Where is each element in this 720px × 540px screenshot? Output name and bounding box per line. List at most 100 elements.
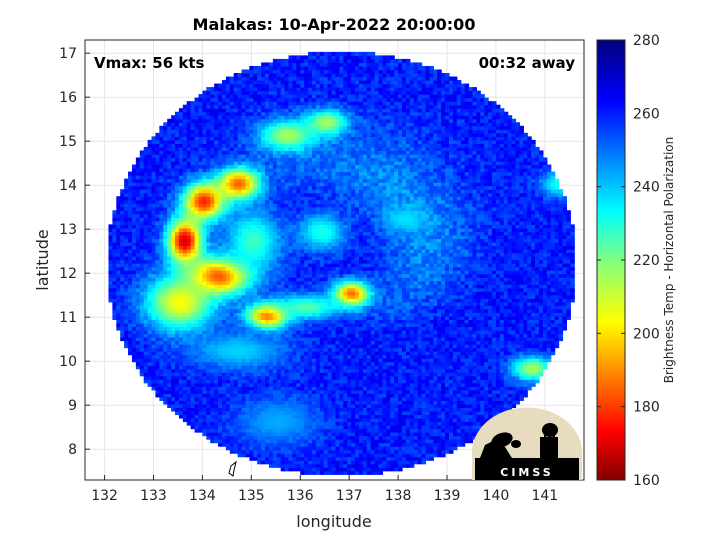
heatmap-cell <box>147 273 153 278</box>
heatmap-cell <box>151 245 157 250</box>
heatmap-cell <box>292 403 297 408</box>
heatmap-cell <box>308 206 313 211</box>
heatmap-cell <box>151 203 157 208</box>
heatmap-cell <box>308 389 313 394</box>
heatmap-cell <box>124 220 129 225</box>
heatmap-cell <box>296 396 301 401</box>
heatmap-cell <box>237 347 243 352</box>
heatmap-cell <box>139 196 145 201</box>
heatmap-cell <box>202 280 207 285</box>
heatmap-cell <box>284 372 290 377</box>
heatmap-cell <box>175 259 180 264</box>
heatmap-cell <box>210 182 215 187</box>
heatmap-cell <box>225 146 231 152</box>
heatmap-cell <box>159 132 164 137</box>
heatmap-cell <box>128 206 133 211</box>
heatmap-cell <box>261 76 266 81</box>
heatmap-cell <box>225 351 231 356</box>
heatmap-cell <box>272 263 278 268</box>
heatmap-cell <box>268 182 274 187</box>
heatmap-cell <box>233 203 239 208</box>
heatmap-cell <box>178 111 184 116</box>
heatmap-cell <box>308 365 313 370</box>
heatmap-cell <box>178 210 184 215</box>
heatmap-cell <box>288 73 294 78</box>
heatmap-cell <box>143 333 149 338</box>
heatmap-cell <box>300 368 305 373</box>
heatmap-cell <box>245 400 250 405</box>
heatmap-cell <box>241 139 247 144</box>
heatmap-cell <box>210 136 215 141</box>
heatmap-cell <box>147 354 153 359</box>
heatmap-cell <box>159 199 164 204</box>
heatmap-cell <box>131 301 137 306</box>
heatmap-cell <box>268 115 274 120</box>
heatmap-cell <box>163 146 168 152</box>
heatmap-cell <box>178 337 184 342</box>
heatmap-cell <box>151 329 157 335</box>
heatmap-cell <box>194 157 200 162</box>
heatmap-cell <box>159 340 164 345</box>
heatmap-cell <box>221 150 227 155</box>
heatmap-cell <box>229 259 235 264</box>
heatmap-cell <box>265 284 270 289</box>
heatmap-cell <box>214 161 219 166</box>
heatmap-cell <box>221 161 227 166</box>
heatmap-cell <box>245 111 250 116</box>
heatmap-cell <box>233 400 239 405</box>
heatmap-cell <box>272 65 278 71</box>
heatmap-cell <box>284 168 290 173</box>
heatmap-cell <box>167 403 172 408</box>
heatmap-cell <box>315 396 321 401</box>
heatmap-cell <box>210 396 215 401</box>
heatmap-cell <box>206 143 211 148</box>
heatmap-cell <box>249 393 254 398</box>
heatmap-cell <box>241 449 247 454</box>
heatmap-cell <box>186 132 192 137</box>
heatmap-cell <box>218 333 223 338</box>
heatmap-cell <box>304 467 309 472</box>
heatmap-cell <box>167 382 172 387</box>
heatmap-cell <box>214 213 219 218</box>
heatmap-cell <box>308 442 313 447</box>
heatmap-cell <box>182 136 188 141</box>
heatmap-cell <box>155 213 160 218</box>
heatmap-cell <box>268 168 274 173</box>
heatmap-cell <box>296 449 301 454</box>
heatmap-cell <box>268 192 274 197</box>
heatmap-cell <box>194 337 200 342</box>
heatmap-cell <box>288 80 294 85</box>
heatmap-cell <box>288 55 294 60</box>
heatmap-cell <box>131 245 137 250</box>
heatmap-cell <box>249 298 254 303</box>
heatmap-cell <box>225 153 231 159</box>
heatmap-cell <box>296 125 301 130</box>
heatmap-cell <box>206 157 211 162</box>
heatmap-cell <box>214 139 219 144</box>
heatmap-cell <box>300 382 305 387</box>
heatmap-cell <box>210 382 215 387</box>
heatmap-cell <box>276 319 282 324</box>
heatmap-cell <box>151 337 157 342</box>
heatmap-cell <box>225 305 231 310</box>
heatmap-cell <box>218 234 223 240</box>
heatmap-cell <box>241 136 247 141</box>
heatmap-cell <box>304 192 309 197</box>
heatmap-cell <box>296 132 301 137</box>
heatmap-cell <box>167 217 172 222</box>
heatmap-cell <box>147 329 153 335</box>
heatmap-cell <box>175 238 180 243</box>
heatmap-cell <box>131 266 137 271</box>
heatmap-cell <box>288 129 294 134</box>
heatmap-cell <box>300 263 305 268</box>
heatmap-cell <box>265 333 270 338</box>
heatmap-cell <box>272 157 278 162</box>
heatmap-cell <box>245 143 250 148</box>
heatmap-cell <box>304 143 309 148</box>
heatmap-cell <box>206 178 211 183</box>
heatmap-cell <box>198 372 204 377</box>
heatmap-cell <box>108 294 113 299</box>
heatmap-cell <box>198 182 204 187</box>
heatmap-cell <box>237 146 243 152</box>
heatmap-cell <box>167 125 172 130</box>
